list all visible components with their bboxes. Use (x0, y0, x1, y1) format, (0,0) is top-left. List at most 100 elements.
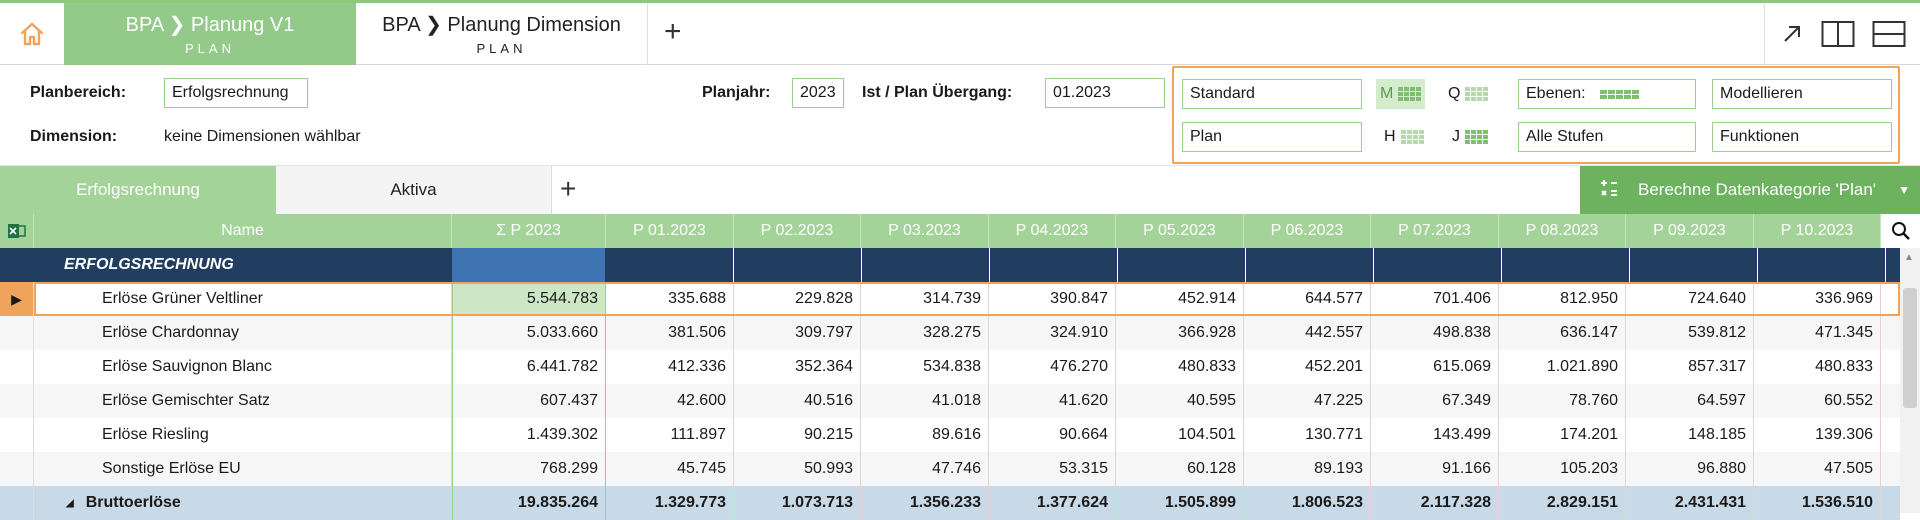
value-cell[interactable]: 78.760 (1499, 384, 1626, 418)
value-cell[interactable]: 412.336 (606, 350, 734, 384)
row-name-cell[interactable]: Erlöse Gemischter Satz (34, 384, 452, 418)
add-sheet-button[interactable]: + (560, 173, 577, 204)
row-header[interactable]: ▶ (0, 282, 34, 316)
value-cell[interactable]: 148.185 (1626, 418, 1754, 452)
row-header[interactable] (0, 418, 34, 452)
row-header[interactable] (0, 452, 34, 486)
home-button[interactable] (0, 3, 64, 65)
value-cell[interactable]: 480.833 (1116, 350, 1244, 384)
sum-cell[interactable]: 1.439.302 (452, 418, 606, 452)
value-cell[interactable]: 60.552 (1754, 384, 1881, 418)
value-cell[interactable]: 724.640 (1626, 282, 1754, 316)
total-row[interactable]: ◢ Bruttoerlöse 19.835.264 1.329.773 1.073.71… (0, 486, 1900, 520)
value-cell[interactable]: 812.950 (1499, 282, 1626, 316)
value-cell[interactable]: 615.069 (1371, 350, 1499, 384)
row-header[interactable] (0, 486, 34, 520)
split-horizontal-icon[interactable] (1872, 20, 1906, 48)
month-toggle[interactable]: M (1376, 79, 1426, 109)
value-cell[interactable]: 471.345 (1754, 316, 1881, 350)
value-cell[interactable]: 96.880 (1626, 452, 1754, 486)
value-cell[interactable]: 1.806.523 (1244, 486, 1371, 520)
row-name-cell[interactable]: Erlöse Chardonnay (34, 316, 452, 350)
value-cell[interactable]: 328.275 (861, 316, 989, 350)
header-sum-2023[interactable]: Σ P 2023 (452, 214, 606, 248)
table-row[interactable]: ▶ Erlöse Grüner Veltliner 5.544.783 335.688… (0, 282, 1900, 316)
dropdown-arrow-icon[interactable]: ▼ (1898, 183, 1910, 197)
row-header[interactable] (0, 350, 34, 384)
row-header[interactable] (0, 384, 34, 418)
scrollbar-thumb[interactable] (1903, 288, 1917, 408)
table-row[interactable]: Erlöse Sauvignon Blanc 6.441.782 412.336 35… (0, 350, 1900, 384)
value-cell[interactable]: 452.201 (1244, 350, 1371, 384)
value-cell[interactable]: 480.833 (1754, 350, 1881, 384)
sum-cell[interactable]: 6.441.782 (452, 350, 606, 384)
sum-cell[interactable]: 5.544.783 (452, 282, 606, 316)
table-row[interactable]: Erlöse Chardonnay 5.033.660 381.506 309.797… (0, 316, 1900, 350)
halfyear-toggle[interactable]: H (1380, 122, 1428, 152)
value-cell[interactable]: 309.797 (734, 316, 861, 350)
value-cell[interactable]: 60.128 (1116, 452, 1244, 486)
value-cell[interactable]: 644.577 (1244, 282, 1371, 316)
sum-cell[interactable]: 19.835.264 (452, 486, 606, 520)
year-toggle[interactable]: J (1448, 122, 1492, 152)
value-cell[interactable]: 47.746 (861, 452, 989, 486)
popout-arrow-icon[interactable] (1780, 22, 1804, 46)
collapse-triangle-icon[interactable]: ◢ (66, 497, 74, 509)
header-p-07[interactable]: P 07.2023 (1371, 214, 1499, 248)
value-cell[interactable]: 105.203 (1499, 452, 1626, 486)
value-cell[interactable]: 89.616 (861, 418, 989, 452)
value-cell[interactable]: 53.315 (989, 452, 1116, 486)
value-cell[interactable]: 1.505.899 (1116, 486, 1244, 520)
value-cell[interactable]: 1.329.773 (606, 486, 734, 520)
value-cell[interactable]: 442.557 (1244, 316, 1371, 350)
value-cell[interactable]: 67.349 (1371, 384, 1499, 418)
value-cell[interactable]: 40.595 (1116, 384, 1244, 418)
value-cell[interactable]: 174.201 (1499, 418, 1626, 452)
value-cell[interactable]: 381.506 (606, 316, 734, 350)
value-cell[interactable]: 90.664 (989, 418, 1116, 452)
value-cell[interactable]: 336.969 (1754, 282, 1881, 316)
table-row[interactable]: Erlöse Gemischter Satz 607.437 42.600 40.51… (0, 384, 1900, 418)
table-row[interactable]: Sonstige Erlöse EU 768.299 45.745 50.993 47.… (0, 452, 1900, 486)
value-cell[interactable]: 636.147 (1499, 316, 1626, 350)
value-cell[interactable]: 42.600 (606, 384, 734, 418)
value-cell[interactable]: 89.193 (1244, 452, 1371, 486)
value-cell[interactable]: 452.914 (1116, 282, 1244, 316)
value-cell[interactable]: 498.838 (1371, 316, 1499, 350)
row-name-cell[interactable]: ◢ Bruttoerlöse (34, 486, 452, 520)
value-cell[interactable]: 2.829.151 (1499, 486, 1626, 520)
value-cell[interactable]: 41.018 (861, 384, 989, 418)
value-cell[interactable]: 64.597 (1626, 384, 1754, 418)
value-cell[interactable]: 104.501 (1116, 418, 1244, 452)
value-cell[interactable]: 47.505 (1754, 452, 1881, 486)
header-p-05[interactable]: P 05.2023 (1116, 214, 1244, 248)
calculate-category-button[interactable]: Berechne Datenkategorie 'Plan' ▼ (1580, 166, 1920, 214)
value-cell[interactable]: 45.745 (606, 452, 734, 486)
value-cell[interactable]: 1.021.890 (1499, 350, 1626, 384)
tab-planung-v1[interactable]: BPA ❯ Planung V1 PLAN (64, 3, 356, 65)
value-cell[interactable]: 2.117.328 (1371, 486, 1499, 520)
header-p-08[interactable]: P 08.2023 (1499, 214, 1626, 248)
table-row[interactable]: Erlöse Riesling 1.439.302 111.897 90.215 89.… (0, 418, 1900, 452)
value-cell[interactable]: 90.215 (734, 418, 861, 452)
row-header[interactable] (0, 316, 34, 350)
quarter-toggle[interactable]: Q (1444, 79, 1492, 109)
value-cell[interactable]: 857.317 (1626, 350, 1754, 384)
value-cell[interactable]: 1.073.713 (734, 486, 861, 520)
section-selected-cell[interactable] (452, 248, 606, 282)
value-cell[interactable]: 130.771 (1244, 418, 1371, 452)
value-cell[interactable]: 143.499 (1371, 418, 1499, 452)
sheet-tab-aktiva[interactable]: Aktiva (276, 166, 552, 214)
tab-planung-dimension[interactable]: BPA ❯ Planung Dimension PLAN (356, 3, 648, 65)
row-name-cell[interactable]: Erlöse Sauvignon Blanc (34, 350, 452, 384)
stufen-select[interactable]: Alle Stufen (1518, 122, 1696, 152)
value-cell[interactable]: 366.928 (1116, 316, 1244, 350)
value-cell[interactable]: 534.838 (861, 350, 989, 384)
row-name-cell[interactable]: Erlöse Grüner Veltliner (34, 282, 452, 316)
value-cell[interactable]: 476.270 (989, 350, 1116, 384)
value-cell[interactable]: 1.377.624 (989, 486, 1116, 520)
sheet-tab-erfolgsrechnung[interactable]: Erfolgsrechnung (0, 166, 276, 214)
add-tab-button[interactable]: + (664, 15, 682, 48)
header-p-10[interactable]: P 10.2023 (1754, 214, 1881, 248)
header-p-06[interactable]: P 06.2023 (1244, 214, 1371, 248)
